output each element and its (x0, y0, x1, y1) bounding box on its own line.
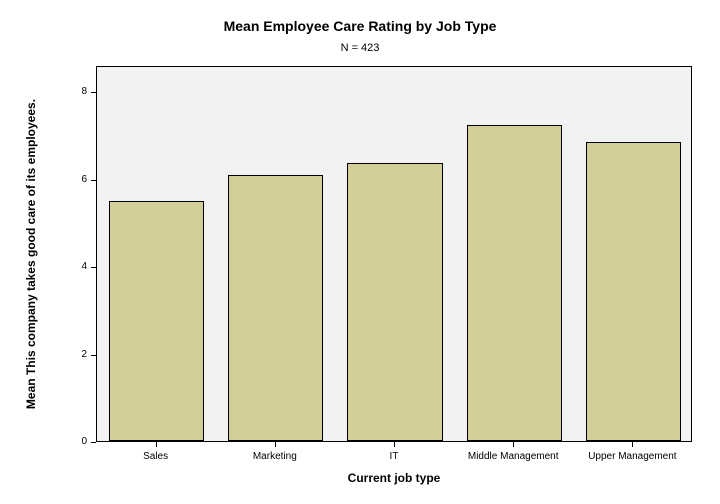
ytick-mark (91, 442, 96, 443)
xtick-mark (156, 442, 157, 447)
ytick-label: 2 (63, 349, 87, 360)
x-axis-label: Current job type (96, 471, 692, 485)
ytick-label: 6 (63, 174, 87, 185)
xtick-mark (632, 442, 633, 447)
bar (228, 175, 323, 441)
chart-title: Mean Employee Care Rating by Job Type (0, 18, 720, 34)
bar-chart: Mean Employee Care Rating by Job Type N … (0, 0, 720, 504)
bar (586, 142, 681, 441)
ytick-label: 0 (63, 436, 87, 447)
ytick-mark (91, 355, 96, 356)
xtick-mark (394, 442, 395, 447)
chart-subtitle: N = 423 (0, 42, 720, 54)
ytick-label: 4 (63, 261, 87, 272)
plot-inner (97, 67, 691, 441)
bar (467, 125, 562, 441)
plot-area (96, 66, 692, 442)
bar (347, 163, 442, 442)
bar (109, 201, 204, 441)
y-axis-label: Mean This company takes good care of its… (23, 66, 55, 442)
ytick-mark (91, 180, 96, 181)
ytick-label: 8 (63, 86, 87, 97)
ytick-mark (91, 92, 96, 93)
xtick-mark (275, 442, 276, 447)
xtick-mark (513, 442, 514, 447)
xtick-label: Upper Management (552, 451, 712, 462)
ytick-mark (91, 267, 96, 268)
